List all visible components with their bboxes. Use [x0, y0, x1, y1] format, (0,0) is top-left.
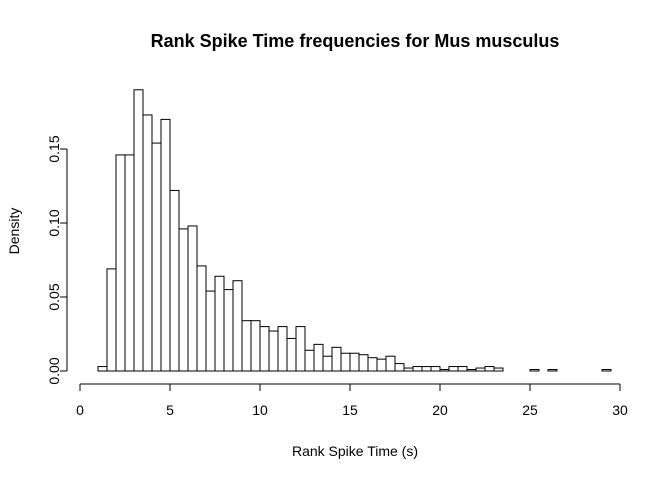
- histogram-bar: [385, 355, 396, 372]
- histogram-bar: [304, 349, 315, 372]
- histogram-bar: [286, 337, 297, 372]
- histogram-bar: [421, 366, 432, 372]
- histogram-bar: [97, 366, 108, 372]
- x-tick-label: 0: [76, 402, 84, 418]
- x-tick-label: 25: [522, 402, 538, 418]
- histogram-bar: [142, 114, 153, 372]
- histogram-bar: [367, 357, 378, 372]
- histogram-bar: [448, 366, 459, 372]
- histogram-bar: [349, 352, 360, 372]
- histogram-bar: [484, 366, 495, 372]
- x-axis: 0 5 10 15 20 25 30: [76, 383, 628, 418]
- histogram-bar: [439, 369, 450, 372]
- histogram-bar: [277, 326, 288, 372]
- y-axis-label: Density: [6, 208, 22, 255]
- histogram-bar: [340, 352, 351, 372]
- histogram-bar: [205, 290, 216, 372]
- y-tick-label: 0.15: [46, 135, 62, 162]
- histogram-bar: [466, 369, 477, 372]
- histogram-bar: [223, 289, 234, 372]
- histogram-bar: [331, 346, 342, 372]
- y-tick-label: 0.05: [46, 283, 62, 310]
- x-tick-label: 10: [252, 402, 268, 418]
- histogram-bar: [232, 280, 243, 372]
- histogram-bar: [250, 320, 261, 372]
- histogram-bar: [403, 367, 414, 372]
- histogram-bar: [124, 154, 135, 372]
- histogram-bar: [376, 358, 387, 372]
- histogram-bar: [394, 363, 405, 372]
- histogram-bar: [322, 355, 333, 372]
- histogram-bar: [241, 320, 252, 372]
- histogram-bar: [529, 369, 540, 372]
- histogram-bar: [412, 366, 423, 372]
- histogram-bar: [313, 343, 324, 372]
- histogram-bar: [214, 275, 225, 372]
- histogram-bar: [475, 367, 486, 372]
- histogram-bar: [493, 367, 504, 372]
- chart-title: Rank Spike Time frequencies for Mus musc…: [151, 31, 560, 51]
- y-tick-label: 0.10: [46, 209, 62, 236]
- histogram-bar: [169, 189, 180, 372]
- y-tick-label: 0.00: [46, 357, 62, 384]
- histogram-bar: [268, 330, 279, 372]
- histogram-bar: [187, 225, 198, 372]
- histogram-bar: [547, 369, 558, 372]
- histogram-bar: [133, 89, 144, 372]
- histogram-bar: [106, 268, 117, 372]
- x-axis-label: Rank Spike Time (s): [292, 443, 418, 459]
- histogram-bar: [151, 142, 162, 372]
- histogram-bars: [97, 89, 612, 372]
- histogram-bar: [295, 326, 306, 372]
- histogram-bar: [457, 366, 468, 372]
- histogram-bar: [178, 228, 189, 372]
- x-tick-label: 20: [432, 402, 448, 418]
- histogram-bar: [358, 354, 369, 372]
- histogram-bar: [259, 326, 270, 372]
- histogram-bar: [115, 154, 126, 372]
- histogram-bar: [601, 369, 612, 372]
- x-tick-label: 30: [612, 402, 628, 418]
- histogram-bar: [430, 366, 441, 372]
- histogram-bar: [196, 265, 207, 372]
- x-tick-label: 15: [342, 402, 358, 418]
- x-tick-label: 5: [166, 402, 174, 418]
- histogram-bar: [160, 118, 171, 372]
- y-axis: 0.00 0.05 0.10 0.15: [46, 135, 68, 385]
